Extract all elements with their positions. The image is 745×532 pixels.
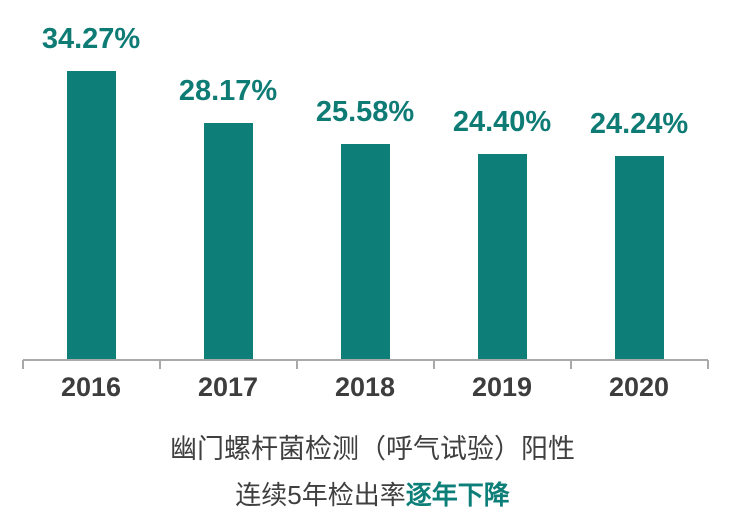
bar-2020 — [614, 156, 664, 360]
caption-line2-highlight: 逐年下降 — [405, 480, 510, 510]
x-axis-tick — [570, 360, 572, 369]
x-axis-tick — [159, 360, 161, 369]
value-label-2017: 28.17% — [178, 75, 278, 107]
value-label-2016: 34.27% — [41, 23, 141, 55]
category-label-2020: 2020 — [608, 372, 670, 402]
bar-2018 — [340, 144, 390, 360]
category-label-2016: 2016 — [60, 372, 122, 402]
caption-line2: 连续5年检出率逐年下降 — [0, 480, 745, 511]
value-label-2018: 25.58% — [315, 96, 415, 128]
x-axis-tick — [296, 360, 298, 369]
bar-2019 — [477, 154, 527, 360]
plot-area: 34.27% 28.17% 25.58% 24.40% 24.24% — [41, 23, 689, 360]
bar-2017 — [203, 123, 253, 360]
x-axis-tick — [22, 360, 24, 369]
bar-2016 — [66, 71, 116, 360]
category-label-2019: 2019 — [471, 372, 533, 402]
x-axis-line — [23, 359, 708, 361]
caption-line1: 幽门螺杆菌检测（呼气试验）阳性 — [170, 434, 575, 464]
category-label-2018: 2018 — [334, 372, 396, 402]
x-axis-tick — [707, 360, 709, 369]
value-label-2020: 24.24% — [589, 108, 689, 140]
caption-line2-text: 连续5年检出率 — [235, 480, 406, 510]
value-label-2019: 24.40% — [452, 106, 552, 138]
x-axis-tick — [433, 360, 435, 369]
category-label-2017: 2017 — [197, 372, 259, 402]
